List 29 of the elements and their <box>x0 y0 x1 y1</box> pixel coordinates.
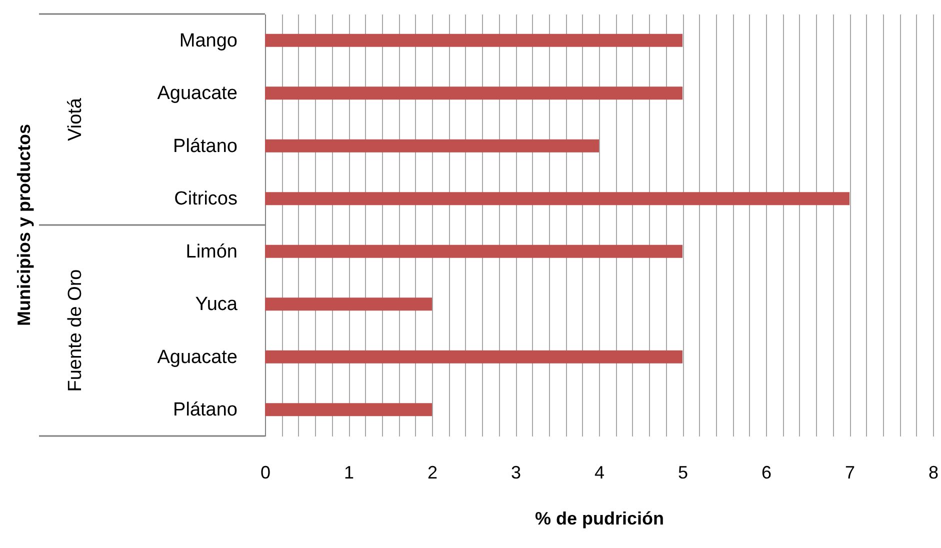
bar <box>265 34 682 47</box>
y-tick-label: Aguacate <box>157 83 238 104</box>
bar <box>265 139 599 152</box>
x-tick-label: 0 <box>260 462 271 482</box>
y-tick-label: Citricos <box>174 188 238 210</box>
text: Municipios y productos <box>14 124 34 326</box>
x-tick-label: 5 <box>678 462 688 482</box>
y-tick-label: Plátano <box>173 400 238 421</box>
bar <box>265 350 682 364</box>
x-tick-label: 3 <box>510 462 522 482</box>
x-tick-label: 4 <box>594 462 605 482</box>
bar <box>265 86 682 100</box>
y-tick-label: Aguacate <box>157 346 238 368</box>
x-axis-title: % de pudrición <box>534 508 664 528</box>
bar <box>265 192 850 206</box>
y-tick-label: Yuca <box>195 294 238 316</box>
bar <box>265 298 432 311</box>
bar <box>265 403 432 416</box>
y-tick-label: Limón <box>186 241 238 262</box>
x-tick-label: 7 <box>844 462 856 482</box>
text: Viotá <box>65 98 86 141</box>
x-tick-label: 6 <box>761 462 772 482</box>
source-note: Fuente de Oro <box>65 269 86 392</box>
y-tick-label: Mango <box>179 30 238 52</box>
x-tick-label: 8 <box>928 462 939 482</box>
x-tick-label: 2 <box>427 462 438 482</box>
y-tick-label: Plátano <box>173 136 238 157</box>
bar <box>265 244 682 258</box>
x-tick-label: 1 <box>344 462 354 482</box>
